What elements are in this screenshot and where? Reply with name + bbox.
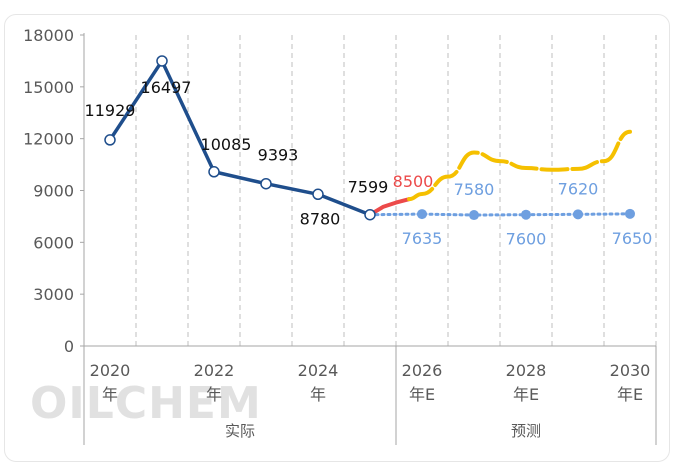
group-label-forecast: 预测 bbox=[511, 422, 541, 440]
forecast-point bbox=[417, 209, 427, 220]
data-label-forecast: 7580 bbox=[454, 180, 495, 199]
x-tick-label: 年E bbox=[409, 385, 435, 404]
watermark: OILCHEM bbox=[30, 378, 262, 429]
x-tick-label: 2028 bbox=[506, 361, 547, 380]
actual-point bbox=[364, 208, 376, 221]
y-tick-label: 0 bbox=[64, 337, 74, 356]
data-label-high-scenario: 8500 bbox=[393, 172, 434, 191]
x-tick-label: 2020 bbox=[90, 361, 131, 380]
group-label-actual: 实际 bbox=[225, 422, 255, 440]
x-tick-label: 2030 bbox=[610, 361, 651, 380]
axes: 0 3000 6000 9000 12000 15000 18000 2020 年 2022 年 20… bbox=[23, 26, 657, 445]
x-tick-label: 2022 bbox=[194, 361, 235, 380]
chart-card bbox=[4, 14, 670, 462]
data-label-forecast: 7635 bbox=[402, 229, 443, 248]
x-tick-label: 年E bbox=[617, 385, 643, 404]
actual-point bbox=[260, 177, 272, 190]
y-tick-label: 18000 bbox=[23, 26, 74, 45]
forecast-point bbox=[469, 210, 479, 221]
data-label-actual: 9393 bbox=[258, 146, 299, 165]
actual-point bbox=[312, 188, 324, 201]
data-label-actual: 8780 bbox=[300, 209, 341, 228]
actual-point bbox=[104, 134, 116, 146]
y-tick-label: 15000 bbox=[23, 78, 74, 97]
y-tick-label: 3000 bbox=[33, 285, 74, 304]
x-tick-label: 2024 bbox=[298, 361, 339, 380]
y-tick-label: 12000 bbox=[23, 130, 74, 149]
y-tick-label: 6000 bbox=[33, 233, 74, 252]
x-tick-label: 年 bbox=[206, 385, 222, 404]
data-labels: 8500 7635 7580 7600 7620 7650 11929 16497 10085 9… bbox=[85, 78, 653, 249]
actual-line bbox=[108, 59, 371, 217]
data-label-actual: 10085 bbox=[201, 135, 252, 154]
forecast-point bbox=[521, 209, 531, 220]
x-tick-label: 年 bbox=[310, 385, 326, 404]
y-tick-label: 9000 bbox=[33, 182, 74, 201]
x-tick-label: 年 bbox=[102, 385, 118, 404]
high-scenario-yellow-line bbox=[407, 129, 632, 202]
high-scenario-red-line bbox=[368, 197, 411, 217]
actual-point bbox=[208, 166, 220, 178]
data-label-actual: 7599 bbox=[348, 178, 389, 197]
forecast-point bbox=[573, 209, 583, 220]
forecast-point bbox=[625, 208, 635, 219]
data-label-forecast: 7600 bbox=[506, 230, 547, 249]
data-label-actual: 16497 bbox=[141, 78, 192, 97]
x-tick-label: 2026 bbox=[402, 361, 443, 380]
data-label-forecast: 7620 bbox=[558, 179, 599, 198]
data-label-forecast: 7650 bbox=[612, 229, 653, 248]
x-tick-label: 年E bbox=[513, 385, 539, 404]
series-group bbox=[104, 55, 635, 221]
data-label-actual: 11929 bbox=[85, 101, 136, 120]
forecast-line bbox=[368, 212, 632, 217]
actual-point bbox=[156, 55, 168, 67]
